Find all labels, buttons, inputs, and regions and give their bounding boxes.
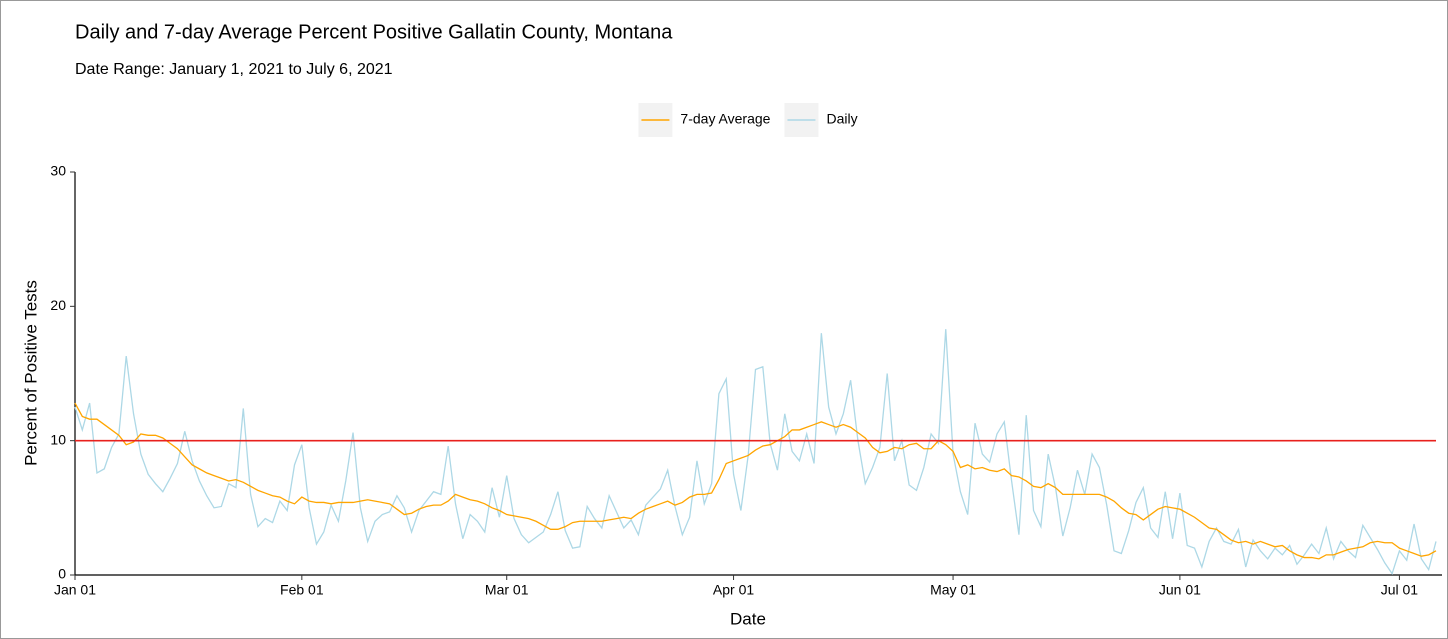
x-tick-label: Jun 01 [1159, 582, 1201, 598]
y-tick-label: 0 [58, 566, 66, 582]
y-axis-title: Percent of Positive Tests [21, 280, 40, 466]
legend-label: Daily [826, 111, 857, 127]
chart-title: Daily and 7-day Average Percent Positive… [75, 21, 673, 43]
series-line [74, 329, 1437, 576]
x-tick-label: Feb 01 [280, 582, 324, 598]
y-tick-label: 20 [50, 297, 66, 313]
x-axis-title: Date [730, 609, 766, 628]
y-tick-label: 30 [50, 163, 66, 179]
chart-subtitle: Date Range: January 1, 2021 to July 6, 2… [75, 61, 393, 78]
series-line [74, 402, 1437, 560]
x-tick-label: Apr 01 [713, 582, 754, 598]
x-tick-label: Mar 01 [485, 582, 529, 598]
x-tick-label: Jan 01 [54, 582, 96, 598]
x-tick-label: Jul 01 [1381, 582, 1419, 598]
legend-label: 7-day Average [680, 111, 770, 127]
y-tick-label: 10 [50, 431, 66, 447]
x-tick-label: May 01 [930, 582, 976, 598]
